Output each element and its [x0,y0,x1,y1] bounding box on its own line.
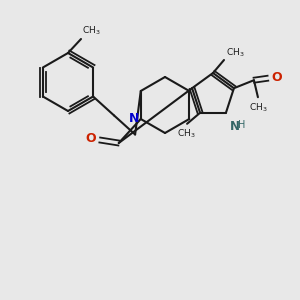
Text: O: O [85,133,96,146]
Text: O: O [271,71,281,84]
Text: CH$_3$: CH$_3$ [177,128,195,140]
Text: CH$_3$: CH$_3$ [226,46,244,59]
Text: H: H [238,120,245,130]
Text: N: N [129,112,139,124]
Text: N: N [230,120,240,133]
Text: CH$_3$: CH$_3$ [82,25,100,37]
Text: CH$_3$: CH$_3$ [249,101,267,114]
